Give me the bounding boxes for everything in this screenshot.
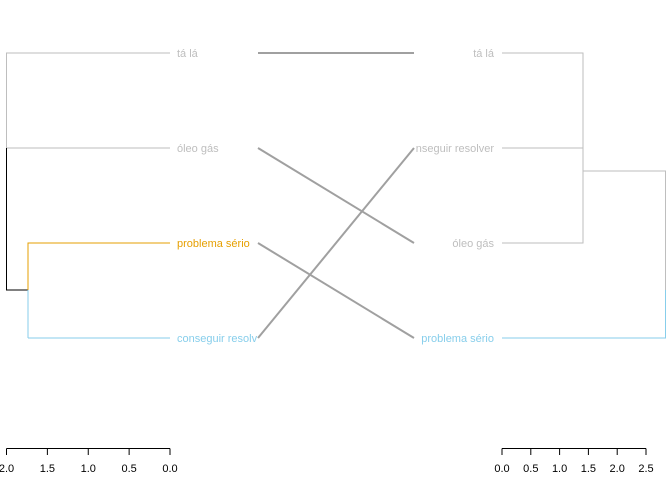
left-axis: 2.0 1.5 1.0 0.5 0.0 [0,448,178,475]
right-axis-tick-label: 0.5 [523,463,538,475]
left-axis-tick-label: 0.5 [121,463,136,475]
left-axis-tick-label: 1.5 [40,463,55,475]
right-leaf-label: óleo gás [452,238,494,250]
left-leaf-label: tá lá [177,48,199,60]
left-leaf-label: conseguir resolv [177,333,258,345]
right-branch-oleo-gas [502,148,584,244]
left-branch-problema-serio [27,242,170,290]
right-leaf-label: tá lá [473,48,495,60]
left-axis-tick-label: 0.0 [162,463,177,475]
left-leaf-label: óleo gás [177,143,219,155]
right-branch-cluster [583,170,666,290]
right-branch-root [502,290,666,339]
right-branch-ta-la [502,52,584,148]
right-axis-tick-label: 2.0 [610,463,625,475]
connectors [257,52,415,339]
left-axis-tick-label: 2.0 [0,463,14,475]
right-labels: tá lá nseguir resolver óleo gás problema… [416,48,495,345]
left-axis-ticks: 2.0 1.5 1.0 0.5 0.0 [0,448,178,475]
left-labels: tá lá óleo gás problema sério conseguir … [177,48,258,345]
right-axis-tick-label: 0.0 [494,463,509,475]
connector-conseguir-resolver [257,147,415,339]
left-branch-ta-la [6,52,170,148]
right-dendrogram [502,52,666,339]
connector-oleo-gas [257,147,415,244]
left-leaf-label: problema sério [177,238,250,250]
left-branch-root [6,148,28,291]
right-axis-ticks: 0.0 0.5 1.0 1.5 2.0 2.5 [494,448,654,475]
left-axis-tick-label: 1.0 [81,463,96,475]
right-axis: 0.0 0.5 1.0 1.5 2.0 2.5 [494,448,654,475]
right-leaf-label: problema sério [421,333,494,345]
right-axis-tick-label: 1.0 [552,463,567,475]
right-leaf-label: nseguir resolver [416,143,495,155]
connector-problema-serio [257,242,415,339]
right-axis-tick-label: 2.5 [638,463,653,475]
right-axis-tick-label: 1.5 [581,463,596,475]
left-dendrogram [6,52,170,339]
